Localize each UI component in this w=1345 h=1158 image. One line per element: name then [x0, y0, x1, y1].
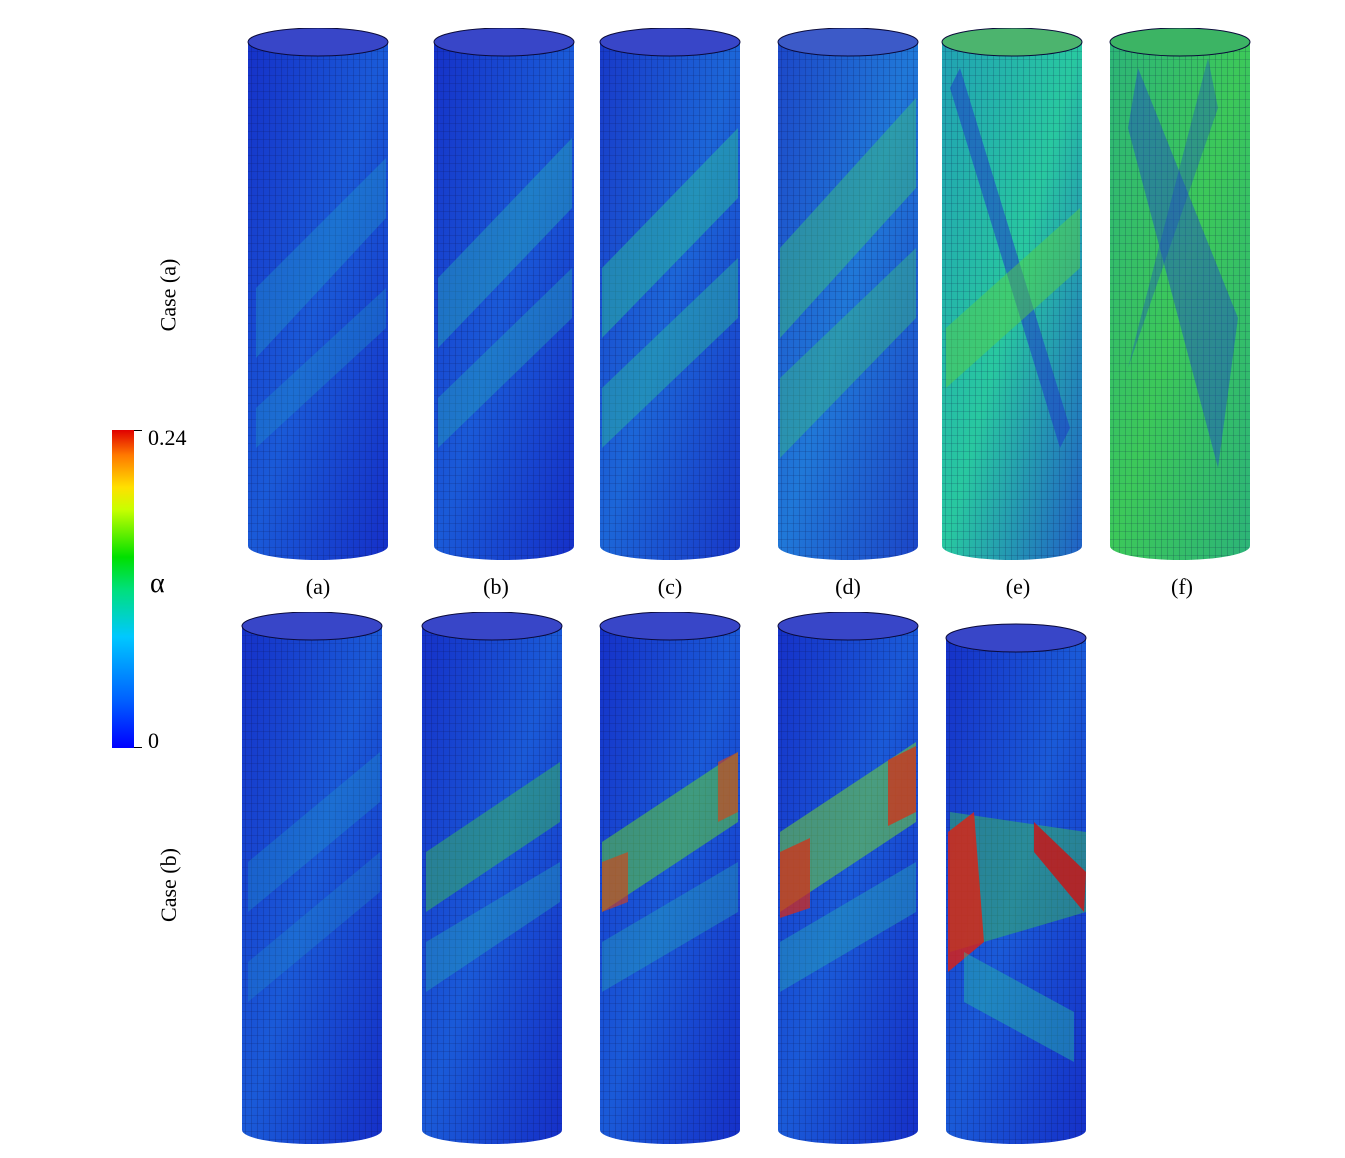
cylinder-case-b-b	[421, 612, 563, 1144]
row-label-case-b: Case (b)	[155, 848, 181, 922]
cylinder-case-b-a	[241, 612, 383, 1144]
colorbar	[112, 430, 134, 748]
sub-label-f: (f)	[1171, 574, 1193, 599]
colorbar-min-label: 0	[148, 728, 159, 753]
cylinder-case-a-e	[941, 28, 1083, 560]
cylinder-case-a-a	[247, 28, 389, 560]
colorbar-symbol: α	[150, 568, 165, 599]
colorbar-max-tick	[134, 430, 142, 431]
cylinder-case-b-c	[599, 612, 741, 1144]
sub-label-a: (a)	[305, 574, 331, 599]
sub-label-e: (e)	[1005, 574, 1031, 599]
sub-label-c: (c)	[657, 574, 683, 599]
cylinder-case-a-f	[1109, 28, 1251, 560]
cylinder-case-a-c	[599, 28, 741, 560]
cylinder-case-a-d	[777, 28, 919, 560]
colorbar-min-tick	[134, 747, 142, 748]
colorbar-max-label: 0.24	[148, 425, 187, 450]
cylinder-case-a-b	[433, 28, 575, 560]
cylinder-case-b-e	[945, 623, 1087, 1144]
sub-label-d: (d)	[835, 574, 861, 599]
sub-label-b: (b)	[483, 574, 509, 599]
row-label-case-a: Case (a)	[155, 258, 181, 332]
cylinder-case-b-d	[777, 612, 919, 1144]
